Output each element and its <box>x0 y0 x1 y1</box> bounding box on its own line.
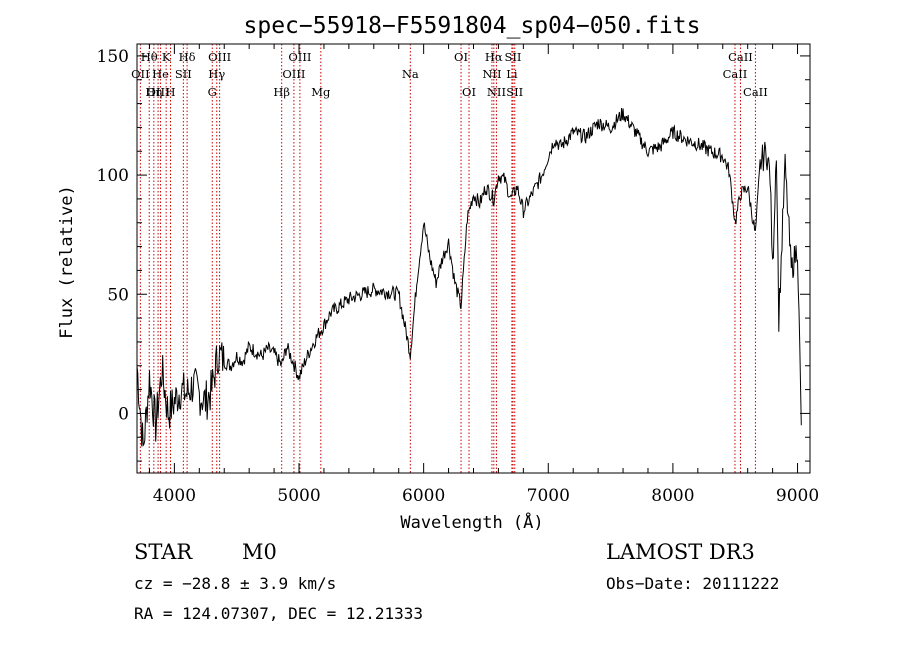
x-tick-label: 7000 <box>527 486 570 506</box>
line-label: CaII <box>743 85 768 99</box>
line-label: NII <box>487 85 506 99</box>
line-label: G <box>208 85 217 99</box>
x-tick-label: 4000 <box>153 486 196 506</box>
line-label: SII <box>506 85 523 99</box>
line-label: Hθ <box>141 50 158 64</box>
survey-name: LAMOST DR3 <box>606 540 755 564</box>
x-tick-label: 9000 <box>776 486 819 506</box>
line-label: Hη <box>145 85 162 99</box>
line-label: He <box>152 67 169 81</box>
y-axis-label: Flux (relative) <box>57 185 77 339</box>
line-label: Hβ <box>273 85 290 99</box>
x-tick-label: 5000 <box>277 486 320 506</box>
line-label: H <box>166 85 176 99</box>
line-label: NII <box>482 67 501 81</box>
line-label: CaII <box>728 50 753 64</box>
line-label: OIII <box>288 50 311 64</box>
line-label: K <box>162 50 171 64</box>
object-class: STAR <box>134 540 193 564</box>
spectral-line-markers <box>139 44 756 473</box>
line-label: OII <box>131 67 150 81</box>
coordinates-text: RA = 124.07307, DEC = 12.21333 <box>134 604 423 623</box>
line-label: Mg <box>311 85 331 99</box>
line-label: OIII <box>147 85 170 99</box>
line-label: SII <box>505 50 522 64</box>
line-label: Na <box>402 67 419 81</box>
object-subclass: M0 <box>242 540 277 564</box>
y-tick-label: 150 <box>97 47 129 67</box>
redshift-text: cz = −28.8 ± 3.9 km/s <box>134 574 336 593</box>
line-label: OIII <box>282 67 305 81</box>
line-label: CaII <box>723 67 748 81</box>
obs-date-text: Obs−Date: 20111222 <box>606 574 779 593</box>
x-tick-label: 6000 <box>402 486 445 506</box>
x-axis-label: Wavelength (Å) <box>400 511 543 533</box>
line-label: Li <box>506 67 518 81</box>
spectrum-line <box>136 107 802 447</box>
line-label: Hγ <box>208 67 225 81</box>
x-axis: 4000 5000 6000 7000 8000 9000 <box>148 44 819 506</box>
y-tick-label: 0 <box>118 404 129 424</box>
line-label: Hα <box>485 50 503 64</box>
y-tick-label: 50 <box>107 285 129 305</box>
x-tick-label: 8000 <box>651 486 694 506</box>
y-axis: 0 50 100 150 <box>97 47 810 462</box>
line-label: SII <box>175 67 192 81</box>
line-label: OI <box>454 50 468 64</box>
y-tick-label: 100 <box>97 166 129 186</box>
line-label: OIII <box>208 50 231 64</box>
plot-frame <box>136 43 811 474</box>
chart-title: spec−55918−F5591804_sp04−050.fits <box>244 13 701 39</box>
line-label: OI <box>462 85 476 99</box>
line-label: Hδ <box>179 50 196 64</box>
